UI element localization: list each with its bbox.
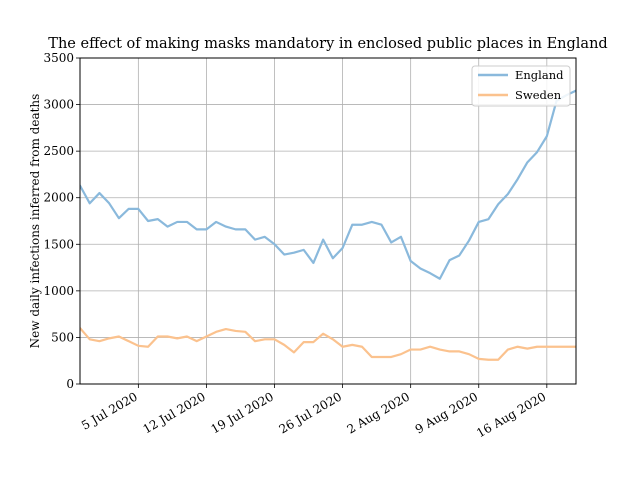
plot-frame [79, 57, 577, 385]
legend: England Sweden [471, 65, 571, 107]
x-tick-label: 2 Aug 2020 [345, 389, 413, 436]
y-tick-label: 3500 [43, 51, 74, 65]
y-tick-label: 1000 [43, 284, 74, 298]
x-axis: 5 Jul 2020 12 Jul 2020 19 Jul 2020 26 Jul 2… [79, 384, 548, 440]
series-line-sweden [80, 327, 576, 361]
x-tick-label: 16 Aug 2020 [474, 389, 548, 440]
chart-title: The effect of making masks mandatory in … [48, 36, 607, 52]
y-tick-label: 2000 [43, 191, 74, 205]
x-tick-label: 26 Jul 2020 [277, 389, 344, 436]
grid [80, 57, 576, 385]
x-tick-label: 5 Jul 2020 [79, 389, 140, 432]
series-lines [80, 89, 576, 361]
series-line-england [80, 89, 576, 280]
legend-label-sweden: Sweden [515, 88, 562, 102]
y-axis-label: New daily infections inferred from death… [28, 94, 42, 349]
x-tick-label: 12 Jul 2020 [140, 389, 207, 436]
legend-label-england: England [515, 68, 564, 82]
x-tick-label: 9 Aug 2020 [413, 389, 481, 436]
y-tick-label: 1500 [43, 237, 74, 251]
y-axis: 0 500 1000 1500 2000 2500 3000 3500 [43, 51, 80, 391]
y-tick-label: 3000 [43, 98, 74, 112]
x-tick-label: 19 Jul 2020 [209, 389, 276, 436]
y-tick-label: 2500 [43, 144, 74, 158]
y-tick-label: 0 [66, 377, 74, 391]
y-tick-label: 500 [51, 330, 74, 344]
